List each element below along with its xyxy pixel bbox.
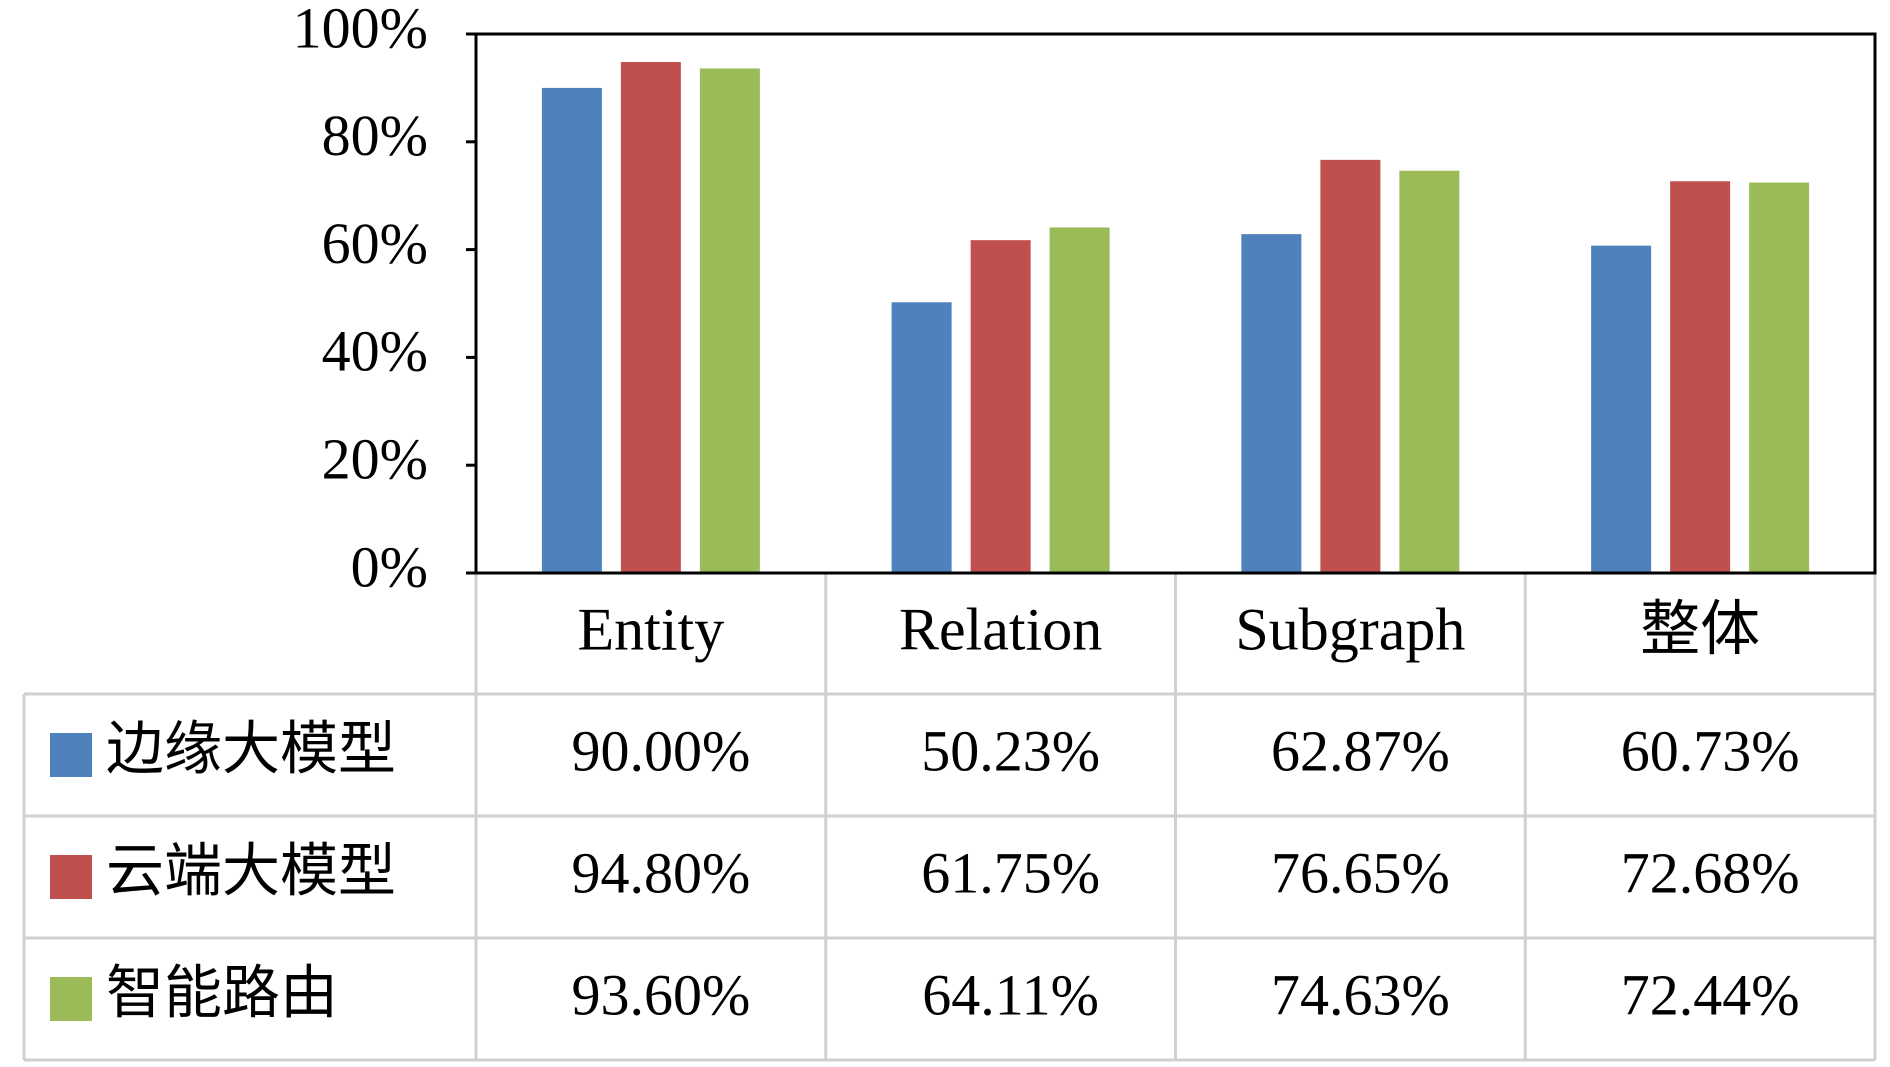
- bar: [1399, 170, 1460, 573]
- value-label: 72.68%: [1621, 840, 1800, 905]
- legend-swatch: [50, 855, 92, 899]
- value-label: 93.60%: [571, 962, 750, 1027]
- bar: [1749, 182, 1810, 573]
- value-label: 74.63%: [1271, 962, 1450, 1027]
- x-tick-label: Relation: [899, 596, 1102, 662]
- value-label: 94.80%: [571, 840, 750, 905]
- bar: [1670, 181, 1731, 573]
- y-tick-label: 60%: [322, 211, 428, 276]
- value-label: 90.00%: [571, 718, 750, 783]
- bar: [699, 68, 760, 573]
- value-label: 61.75%: [921, 840, 1100, 905]
- value-label: 60.73%: [1621, 718, 1800, 783]
- legend-label: 边缘大模型: [106, 716, 396, 781]
- legend-swatch: [50, 733, 92, 777]
- legend-label: 智能路由: [106, 960, 338, 1025]
- value-label: 62.87%: [1271, 718, 1450, 783]
- legend-label: 云端大模型: [106, 838, 396, 903]
- value-label: 72.44%: [1621, 962, 1800, 1027]
- y-tick-label: 0%: [351, 534, 428, 599]
- y-tick-label: 100%: [293, 0, 428, 60]
- plot-frame: [474, 32, 1877, 575]
- value-label: 50.23%: [921, 718, 1100, 783]
- value-label: 64.11%: [922, 962, 1099, 1027]
- bar: [1320, 159, 1381, 573]
- y-tick-label: 80%: [322, 103, 428, 168]
- y-tick-label: 20%: [322, 427, 428, 492]
- bar: [541, 87, 602, 574]
- y-tick-label: 40%: [322, 319, 428, 384]
- bar: [970, 240, 1031, 574]
- legend-swatch: [50, 977, 92, 1021]
- value-label: 76.65%: [1271, 840, 1450, 905]
- bar: [891, 302, 952, 573]
- bar: [620, 62, 681, 573]
- x-tick-label: Subgraph: [1235, 596, 1465, 662]
- x-tick-label: Entity: [578, 596, 725, 662]
- bar: [1049, 227, 1110, 574]
- bar: [1241, 234, 1302, 573]
- bar: [1591, 245, 1652, 574]
- x-tick-label: 整体: [1640, 596, 1760, 662]
